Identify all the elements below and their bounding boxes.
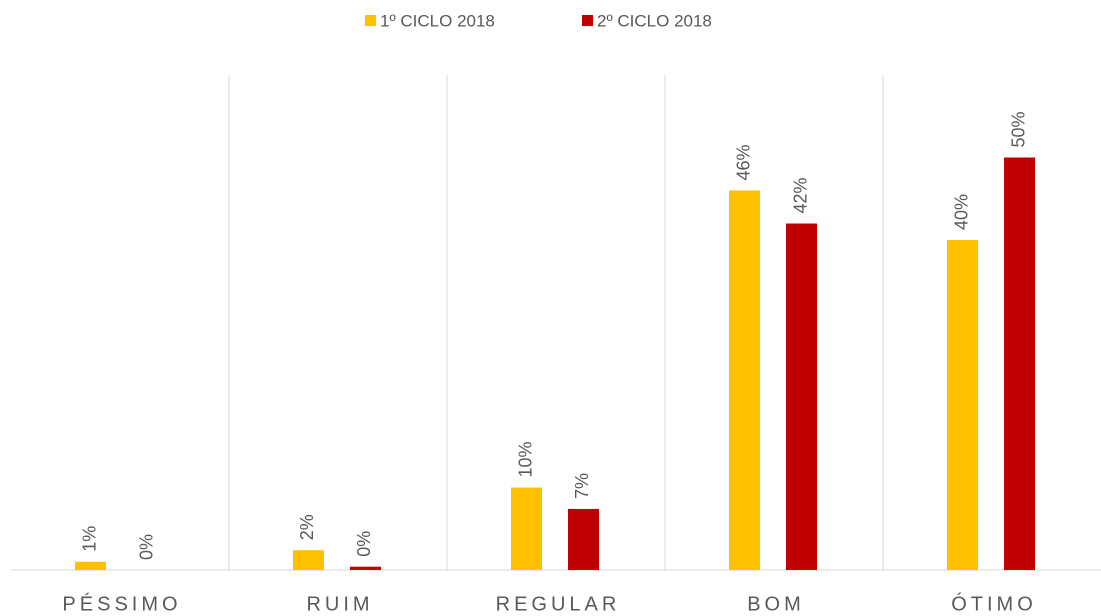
x-tick-label: RUIM [306,593,373,615]
bar [350,566,381,570]
legend-label: 1º CICLO 2018 [380,11,495,30]
data-label: 10% [515,441,535,477]
bar [75,561,106,570]
x-tick-label: BOM [747,593,805,615]
data-label: 50% [1008,111,1028,147]
bar [1004,157,1035,570]
bar [786,223,817,570]
x-tick-label: PÉSSIMO [62,592,181,615]
data-label: 2% [297,514,317,540]
bar [729,190,760,570]
legend-label: 2º CICLO 2018 [597,11,712,30]
x-tick-label: REGULAR [496,593,621,615]
legend-swatch [582,15,593,26]
bar [568,508,599,570]
data-label: 40% [951,194,971,230]
bar [293,550,324,570]
bar [511,487,542,570]
legend-swatch [365,15,376,26]
data-label: 0% [136,534,156,560]
data-label: 0% [354,531,374,557]
x-tick-label: ÓTIMO [951,592,1037,615]
data-label: 1% [79,526,99,552]
data-label: 42% [790,177,810,213]
data-label: 46% [733,144,753,180]
data-label: 7% [572,473,592,499]
bar [947,240,978,570]
